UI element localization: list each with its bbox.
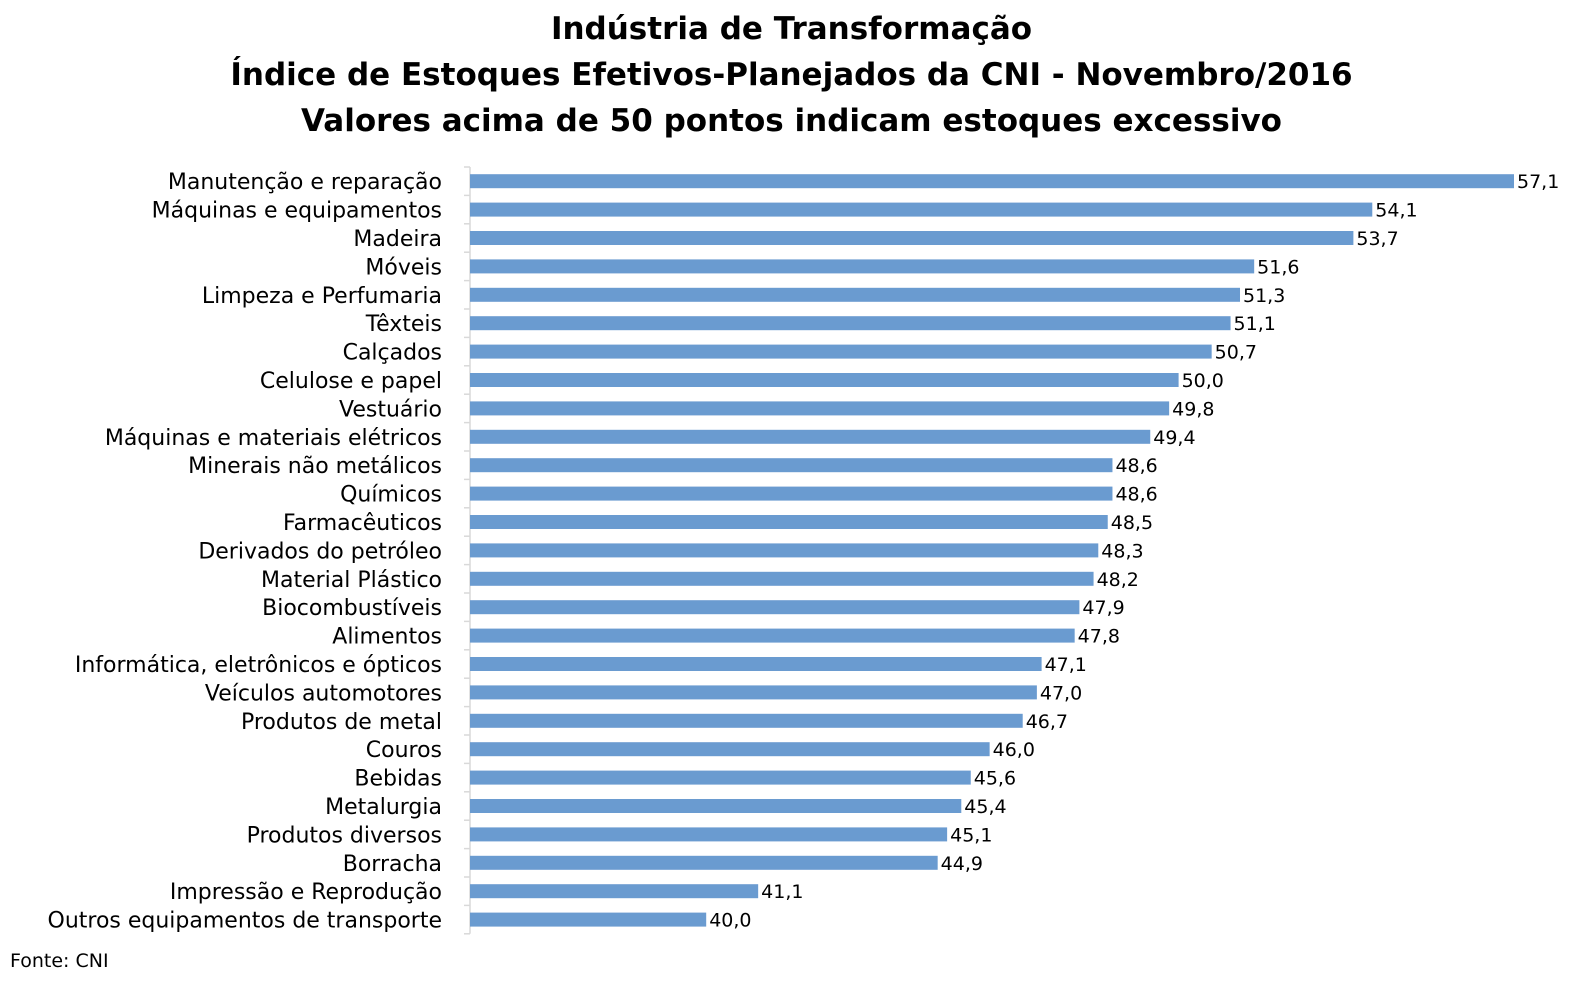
category-label: Máquinas e materiais elétricos xyxy=(105,426,442,451)
value-label: 40,0 xyxy=(709,910,751,932)
category-label: Bebidas xyxy=(354,767,442,792)
category-label: Veículos automotores xyxy=(205,681,442,706)
bar xyxy=(470,174,1514,189)
bar xyxy=(470,571,1094,586)
chart-titles: Indústria de Transformação Índice de Est… xyxy=(0,6,1583,144)
category-label: Minerais não metálicos xyxy=(188,454,442,479)
bar xyxy=(470,231,1354,245)
bar xyxy=(470,401,1170,416)
category-label: Máquinas e equipamentos xyxy=(152,199,442,224)
category-label: Couros xyxy=(366,738,442,763)
value-label: 48,3 xyxy=(1101,540,1143,562)
category-label: Manutenção e reparação xyxy=(168,170,442,195)
value-label: 45,1 xyxy=(950,824,992,846)
value-label: 50,0 xyxy=(1182,370,1224,392)
value-label: 45,4 xyxy=(964,796,1006,818)
value-label: 50,7 xyxy=(1215,342,1257,364)
category-label: Celulose e papel xyxy=(260,369,442,394)
bar xyxy=(470,628,1075,643)
category-label: Madeira xyxy=(353,227,442,252)
category-label: Alimentos xyxy=(332,625,442,650)
bar xyxy=(470,600,1080,615)
bar xyxy=(470,855,938,870)
bar xyxy=(470,344,1212,359)
category-label: Calçados xyxy=(343,341,442,366)
bar xyxy=(470,827,948,842)
bar xyxy=(470,202,1373,217)
bar xyxy=(470,316,1231,331)
value-label: 51,6 xyxy=(1257,256,1299,278)
bar xyxy=(470,713,1023,728)
value-label: 47,9 xyxy=(1082,597,1124,619)
bar xyxy=(470,259,1255,274)
category-label: Outros equipamentos de transporte xyxy=(48,909,443,934)
category-label: Produtos diversos xyxy=(247,823,442,848)
bar xyxy=(470,458,1113,473)
bar xyxy=(470,799,962,813)
bar xyxy=(470,486,1113,501)
value-label: 41,1 xyxy=(761,881,803,903)
axis-ticks xyxy=(464,166,470,935)
bar xyxy=(470,742,990,757)
category-label: Impressão e Reprodução xyxy=(170,880,442,905)
bar xyxy=(470,912,707,927)
value-label: 44,9 xyxy=(941,853,983,875)
value-label: 47,1 xyxy=(1045,654,1087,676)
bar xyxy=(470,429,1151,444)
chart-title: Indústria de Transformação xyxy=(550,11,1033,47)
value-label: 49,4 xyxy=(1153,427,1195,449)
value-label: 46,7 xyxy=(1026,711,1068,733)
value-label: 57,1 xyxy=(1517,171,1559,193)
category-label: Farmacêuticos xyxy=(283,511,442,536)
category-label: Limpeza e Perfumaria xyxy=(202,284,442,309)
category-label: Vestuário xyxy=(339,397,442,422)
value-label: 47,0 xyxy=(1040,682,1082,704)
source-note: Fonte: CNI xyxy=(10,950,109,972)
category-label: Biocombustíveis xyxy=(262,596,442,621)
bar xyxy=(470,373,1179,387)
category-label: Têxteis xyxy=(365,312,442,337)
value-label: 51,3 xyxy=(1243,285,1285,307)
category-label: Informática, eletrônicos e ópticos xyxy=(75,653,442,678)
value-label: 46,0 xyxy=(993,739,1035,761)
value-label: 48,5 xyxy=(1111,512,1153,534)
value-label: 54,1 xyxy=(1375,200,1417,222)
category-label: Produtos de metal xyxy=(241,710,442,735)
bar xyxy=(470,287,1241,302)
category-label: Borracha xyxy=(343,852,442,877)
value-label: 53,7 xyxy=(1356,228,1398,250)
value-label: 48,6 xyxy=(1115,484,1157,506)
value-label: 51,1 xyxy=(1234,313,1276,335)
chart-subtitle: Índice de Estoques Efetivos-Planejados d… xyxy=(230,57,1353,93)
value-label: 48,6 xyxy=(1115,455,1157,477)
bars xyxy=(470,174,1514,927)
value-label: 49,8 xyxy=(1172,398,1214,420)
category-label: Derivados do petróleo xyxy=(198,539,442,564)
bar xyxy=(470,685,1037,700)
value-labels: 57,1 54,1 53,7 51,6 51,3 51,1 50,7 50,0 49,8 49,4… xyxy=(709,171,1559,931)
bar xyxy=(470,515,1108,529)
category-label: Material Plástico xyxy=(261,568,442,593)
bar xyxy=(470,543,1099,558)
category-label: Metalurgia xyxy=(325,795,442,820)
bar xyxy=(470,884,759,899)
bar xyxy=(470,657,1042,671)
bar xyxy=(470,770,971,785)
category-label: Químicos xyxy=(340,483,442,508)
chart-subtitle-note: Valores acima de 50 pontos indicam estoq… xyxy=(301,103,1282,139)
value-label: 48,2 xyxy=(1097,569,1139,591)
category-labels: Manutenção e reparação Máquinas e equipam… xyxy=(48,170,443,933)
category-label: Móveis xyxy=(365,255,442,280)
value-label: 45,6 xyxy=(974,768,1016,790)
value-label: 47,8 xyxy=(1078,626,1120,648)
